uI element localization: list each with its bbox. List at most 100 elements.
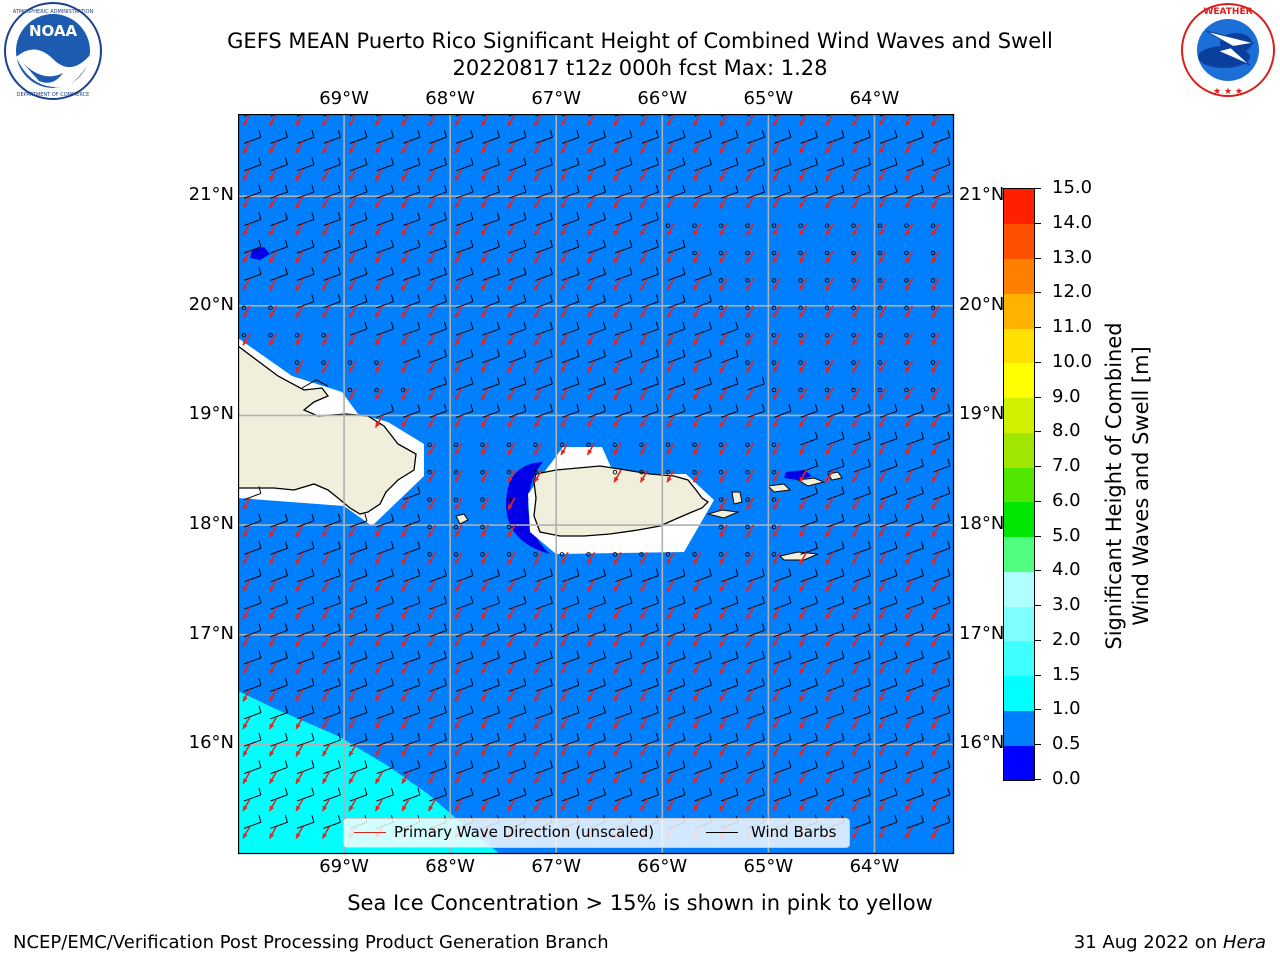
grid-point-vector [506,551,516,565]
grid-point-vector [427,404,447,428]
calm-wind-circle [718,469,724,475]
wind-barb-feather [523,650,527,658]
wave-direction-arrowhead [508,284,513,291]
wave-direction-arrowhead [375,367,381,373]
wave-direction-arrowhead [667,312,672,318]
grid-point-vector [480,376,500,401]
calm-wind-circle [798,250,803,256]
wave-direction-arrowhead [322,668,328,675]
wind-barb-feather [443,650,447,658]
colorbar-tick-mark [1034,222,1041,224]
wind-barb [243,246,262,254]
wind-barb [561,712,580,720]
wind-barb-feather [576,130,580,138]
wind-barb-feather [549,267,553,275]
wind-barb [455,602,474,610]
wind-barb-feather [496,787,500,795]
wind-barb-feather [417,294,421,302]
grid-point-vector [666,349,686,374]
grid-point-vector [931,705,951,730]
wave-direction-arrowhead [720,531,725,538]
wave-direction-arrowhead [799,175,805,181]
wave-direction-arrowhead [640,668,646,675]
grid-point-vector [851,541,871,565]
wind-barb-feather [470,678,474,686]
wave-direction-arrowhead [481,558,487,565]
grid-point-vector [454,376,474,401]
wave-direction-arrowhead [402,394,407,401]
wave-direction-arrowhead [269,750,275,757]
wave-direction-arrowhead [640,312,646,318]
colorbar-label-line2: Wind Waves and Swell [m] [1129,346,1153,626]
wave-direction-arrowhead [269,312,275,318]
wind-barb-feather [761,705,765,713]
wind-barb [614,794,633,802]
grid-point-vector [851,732,871,757]
wave-direction-arrowhead [428,778,434,784]
wind-barb [323,301,341,309]
wind-barb-feather [947,458,951,467]
wave-direction-arrowhead [799,558,805,565]
wind-barb-feather [311,623,315,631]
wind-barb-feather [735,705,739,713]
wind-barb-feather [894,815,898,823]
grid-point-vector [930,250,940,264]
wave-direction-arrowhead [746,668,752,675]
grid-point-vector [401,212,421,237]
grid-point-vector [878,184,898,209]
calm-wind-circle [930,387,936,393]
wind-barb [535,575,553,583]
wave-direction-arrowhead [879,558,884,565]
wind-barb-feather [682,294,686,302]
grid-point-vector [480,442,490,456]
wave-direction-arrowhead [932,586,937,592]
wave-direction-arrowhead [667,805,672,812]
wave-direction-arrowhead [879,641,884,647]
wave-direction-arrowhead [640,202,646,209]
wave-direction-arrowhead [508,394,513,401]
wind-barb [535,739,553,747]
grid-point-vector [507,705,527,730]
wave-direction-arrowhead [932,120,937,127]
wind-barb [800,465,818,473]
grid-point-vector [930,360,940,374]
colorbar-tick-label: 4.0 [1052,559,1081,581]
grid-point-vector [692,130,712,154]
wind-barb [906,492,924,501]
grid-point-vector [745,332,755,346]
grid-point-vector [851,404,871,428]
wind-barb-feather [284,568,288,576]
wind-barb [402,766,421,775]
wave-direction-arrowhead [799,449,805,455]
wind-barb-feather [284,732,288,741]
wind-barb-feather [549,650,553,658]
wind-barb [402,602,421,610]
wind-barb-feather [735,349,739,357]
grid-point-vector [745,184,765,209]
wave-direction-arrowhead [667,750,672,757]
wind-barb [720,684,739,692]
grid-point-vector [692,787,712,812]
wave-direction-arrowhead [508,558,513,565]
wind-barb-feather [814,541,818,549]
wind-barb-feather [708,321,712,330]
wind-barb-feather [920,678,924,686]
wave-direction-arrowhead [932,504,937,510]
wind-barb [800,191,818,199]
wave-direction-arrowhead [508,805,513,812]
wind-barb [667,794,686,802]
wave-direction-arrowhead [905,613,911,620]
grid-point-vector [904,404,924,428]
grid-point-vector [719,130,739,154]
grid-point-vector [454,568,474,593]
wave-direction-arrowhead [402,312,407,318]
wind-barb [508,218,527,227]
wind-barb [402,739,421,747]
grid-point-vector [506,524,516,538]
wave-direction-arrowhead [587,312,593,318]
wind-barb-feather [523,321,527,330]
wave-direction-arrowhead [269,613,275,620]
grid-point-vector [560,623,580,648]
wave-direction-arrowhead [799,531,805,538]
grid-point-vector [480,239,500,264]
